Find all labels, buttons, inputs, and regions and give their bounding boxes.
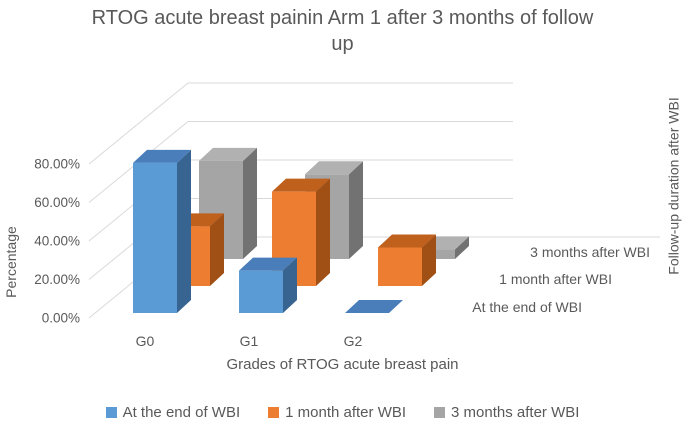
x-axis-title: Grades of RTOG acute breast pain (226, 356, 459, 373)
legend-swatch-3-months-after-wbi (434, 407, 446, 418)
bar-1-month-after-wbi-g1-side (316, 178, 330, 286)
gridline-wall-diagonal (88, 82, 189, 165)
bar-1-month-after-wbi-g0-side (210, 213, 224, 286)
depth-label-1-month-after-wbi: 1 month after WBI (499, 271, 612, 287)
x-category-label-g2: G2 (344, 333, 363, 349)
x-category-label-g0: G0 (136, 333, 155, 349)
legend-item-at-the-end-of-wbi: At the end of WBI (105, 404, 241, 421)
bar-1-month-after-wbi-g2-side (422, 234, 436, 286)
bar-at-the-end-of-wbi-g1-top (239, 257, 297, 271)
legend-item-1-month-after-wbi: 1 month after WBI (268, 404, 406, 421)
legend-item-3-months-after-wbi: 3 months after WBI (434, 404, 579, 421)
y-tick-label: 60.00% (34, 195, 80, 210)
bar-at-the-end-of-wbi-g0-top (133, 149, 191, 163)
bar-1-month-after-wbi-g2-top (378, 234, 436, 248)
depth-axis-title: Follow-up duration after WBI (665, 97, 682, 275)
bar-3-months-after-wbi-g0-side (243, 147, 257, 259)
y-tick-label: 40.00% (34, 234, 80, 249)
chart-legend: At the end of WBI 1 month after WBI 3 mont… (0, 404, 685, 421)
bar-at-the-end-of-wbi-g1-side (283, 257, 297, 313)
y-tick-label: 0.00% (42, 311, 80, 326)
bar-1-month-after-wbi-g1-top (272, 178, 330, 192)
chart-title: RTOG acute breast painin Arm 1 after 3 m… (91, 7, 594, 56)
bar-at-the-end-of-wbi-g0-side (177, 149, 191, 313)
bar-at-the-end-of-wbi-g2-flat (345, 300, 403, 313)
legend-label: 1 month after WBI (285, 404, 407, 421)
y-tick-label: 20.00% (34, 272, 80, 287)
y-axis-title: Percentage (3, 226, 19, 298)
bar-at-the-end-of-wbi-g0-front (133, 162, 177, 313)
bar-3-months-after-wbi-g0-top (199, 147, 257, 161)
bar-3-months-after-wbi-g2-side (455, 236, 469, 259)
legend-label: At the end of WBI (122, 404, 241, 421)
bar-1-month-after-wbi-g2-front (378, 247, 422, 286)
depth-label-3-months-after-wbi: 3 months after WBI (530, 244, 650, 260)
x-category-label-g1: G1 (240, 333, 259, 349)
legend-swatch-at-the-end-of-wbi (105, 407, 117, 418)
y-tick-label: 80.00% (34, 157, 80, 172)
legend-label: 3 months after WBI (451, 404, 580, 421)
depth-label-at-the-end-of-wbi: At the end of WBI (472, 299, 582, 315)
bar-at-the-end-of-wbi-g1-front (239, 270, 283, 313)
bar-3-months-after-wbi-g1-top (305, 161, 363, 175)
legend-swatch-1-month-after-wbi (268, 407, 280, 418)
bar-3-months-after-wbi-g1-side (349, 161, 363, 259)
